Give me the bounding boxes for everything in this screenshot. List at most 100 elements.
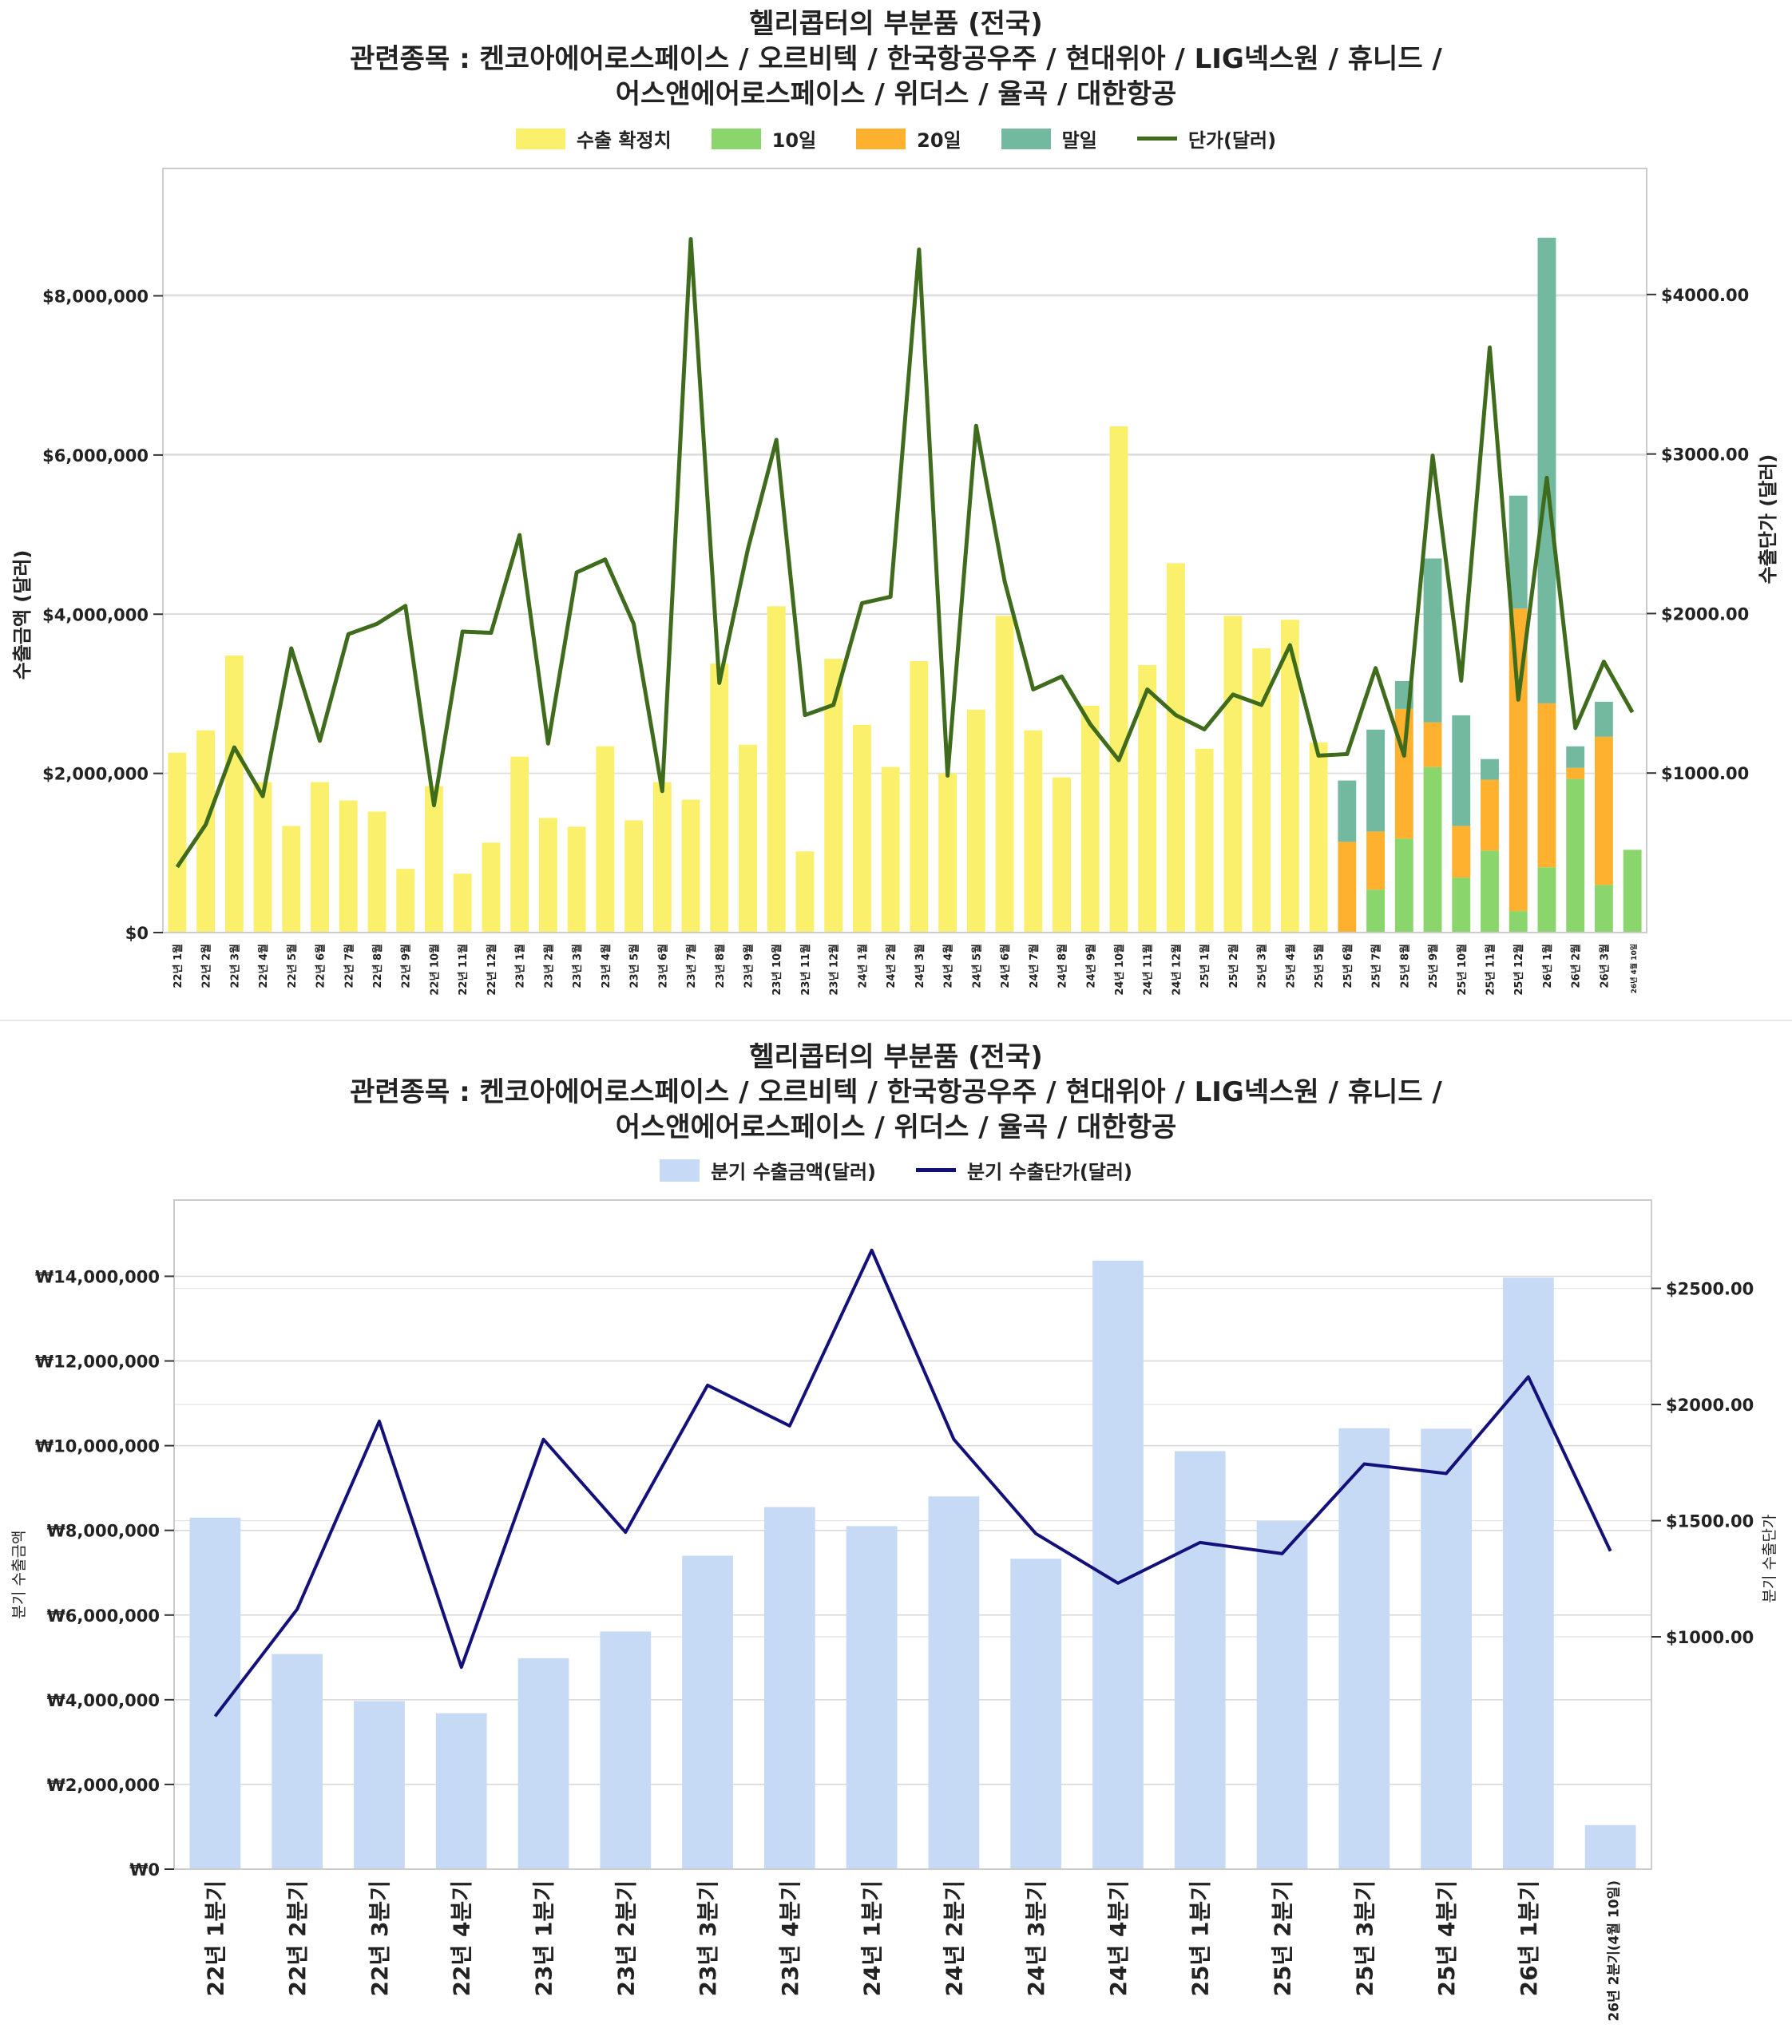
bar-segment — [600, 1631, 652, 1869]
y-axis-label: 분기 수출금액 — [10, 1531, 28, 1619]
bar-segment — [1366, 889, 1385, 933]
legend-label: 10일 — [771, 129, 817, 152]
x-tick-label: 25년 12월 — [1512, 944, 1525, 996]
bar-segment — [1481, 779, 1499, 851]
x-tick-label: 24년 6월 — [999, 944, 1012, 988]
bar-segment — [1338, 780, 1357, 842]
y2-tick-label: $2000.00 — [1666, 1396, 1754, 1415]
bar-segment — [1366, 729, 1385, 832]
bar-segment — [1109, 426, 1128, 933]
legend-swatch-day10 — [711, 128, 761, 149]
y2-axis-label: 수출단가 (달러) — [1757, 454, 1779, 584]
bar-segment — [928, 1496, 980, 1869]
x-tick-label: 23년 2월 — [542, 944, 555, 988]
bar-segment — [681, 799, 700, 933]
y-tick-label: ₩4,000,000 — [47, 1691, 160, 1710]
x-tick-label: 22년 1월 — [172, 944, 184, 988]
bar-segment — [795, 851, 815, 933]
bar-segment — [966, 709, 985, 933]
price-line — [175, 237, 1635, 869]
y-tick-label: ₩14,000,000 — [35, 1267, 160, 1286]
y-tick-label: ₩8,000,000 — [47, 1522, 160, 1541]
bar-segment — [1366, 831, 1385, 890]
plot-frame — [173, 1199, 1652, 1870]
bar-segment — [1566, 746, 1585, 768]
x-tick-label: 24년 4월 — [942, 944, 955, 988]
panel-divider — [0, 1020, 1792, 1021]
bar-segment — [367, 811, 387, 933]
bar-segment — [1309, 742, 1328, 933]
x-tick-label: 22년 6월 — [315, 944, 327, 988]
bar-segment — [282, 826, 301, 933]
x-tick-label: 25년 1분기 — [1187, 1880, 1214, 1996]
y-tick-label: ₩0 — [129, 1860, 160, 1880]
chart-title-line-3: 어스앤에어로스페이스 / 위더스 / 율곡 / 대한항공 — [615, 1111, 1177, 1143]
bar-segment — [1024, 730, 1043, 933]
monthly-chart-panel: 헬리콥터의 부분품 (전국) 관련종목 : 켄코아에어로스페이스 / 오르비텍 … — [0, 0, 1792, 1018]
bar-segment — [1566, 767, 1585, 779]
monthly-chart-svg: $0 $2,000,000 $4,000,000 $6,000,000 $8,000,0… — [11, 168, 1779, 996]
x-tick-label: 22년 2월 — [200, 944, 213, 988]
bar-segment — [824, 659, 843, 933]
x-tick-label: 22년 9월 — [400, 944, 413, 988]
bar-segment — [1594, 701, 1613, 737]
bar-segment — [596, 746, 615, 933]
x-tick-label: 22년 5월 — [286, 944, 299, 988]
bar-segment — [253, 782, 272, 933]
x-tick-label: 23년 12월 — [828, 944, 841, 996]
y2-tick-label: $1500.00 — [1666, 1512, 1754, 1531]
x-tick-label: 23년 4분기 — [777, 1880, 803, 1996]
chart-title-line-2: 관련종목 : 켄코아에어로스페이스 / 오르비텍 / 한국항공우주 / 현대위아… — [350, 43, 1442, 75]
x-tick-label: 24년 11월 — [1142, 944, 1155, 996]
bar-segment — [710, 664, 729, 933]
x-tick-label: 25년 4분기 — [1433, 1880, 1460, 1996]
bar-segment — [1509, 495, 1528, 609]
x-tick-label: 25년 3분기 — [1351, 1880, 1378, 1996]
x-tick-label: 24년 3월 — [914, 944, 926, 988]
bar-segment — [1452, 877, 1471, 933]
bar-segment — [1256, 1521, 1308, 1869]
x-tick-label: 24년 1월 — [856, 944, 869, 988]
legend-label: 말일 — [1061, 129, 1097, 152]
bar-segment — [1338, 842, 1357, 933]
y-axis-label: 수출금액 (달러) — [11, 550, 34, 680]
x-tick-label: 24년 5월 — [970, 944, 983, 988]
x-tick-label: 23년 11월 — [799, 944, 812, 996]
y2-tick-label: $1000.00 — [1661, 764, 1749, 783]
y-tick-label: $4,000,000 — [42, 605, 149, 624]
x-tick-label: 22년 3분기 — [367, 1880, 393, 1996]
x-tick-label: 23년 1월 — [514, 944, 527, 988]
x-tick-label: 25년 5월 — [1313, 944, 1326, 988]
x-tick-label: 25년 8월 — [1398, 944, 1411, 988]
x-tick-label: 22년 10월 — [428, 944, 441, 996]
x-tick-label: 26년 2분기(4월 10일) — [1607, 1880, 1623, 2022]
legend-label: 20일 — [917, 129, 961, 152]
legend-item-quarter-amount: 분기 수출금액(달러) — [660, 1156, 876, 1184]
bar-segment — [1092, 1260, 1144, 1869]
bar-segment — [1167, 563, 1185, 933]
x-tick-label: 22년 12월 — [486, 944, 498, 996]
y2-tick-label: $1000.00 — [1666, 1628, 1754, 1647]
bar-segment — [482, 842, 501, 933]
bar-segment — [1452, 715, 1471, 826]
bar-segment — [1394, 708, 1413, 839]
x-tick-label: 24년 2월 — [885, 944, 898, 988]
legend-swatch-unit-price — [1136, 137, 1177, 141]
bar-segment — [1481, 759, 1499, 780]
legend-label: 수출 확정치 — [576, 129, 672, 152]
legend-item-day10: 10일 — [711, 125, 817, 153]
x-tick-label: 22년 11월 — [457, 944, 470, 996]
x-tick-label: 23년 9월 — [742, 944, 755, 988]
legend-item-month-end: 말일 — [1001, 125, 1097, 153]
bar-segment — [995, 616, 1014, 933]
bar-segment — [1509, 911, 1528, 933]
bar-segment — [1010, 1559, 1062, 1869]
x-tick-label: 22년 1분기 — [202, 1880, 228, 1996]
legend-label: 분기 수출금액(달러) — [711, 1161, 876, 1183]
bar-segment — [852, 724, 871, 933]
bar-segment — [1423, 766, 1442, 933]
x-tick-label: 23년 3월 — [571, 944, 584, 988]
legend-item-quarter-price: 분기 수출단가(달러) — [916, 1156, 1132, 1184]
x-tick-label: 22년 4월 — [257, 944, 270, 988]
y-tick-label: $8,000,000 — [42, 287, 149, 307]
